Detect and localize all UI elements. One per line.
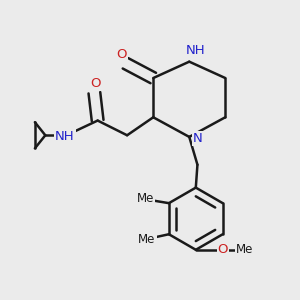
Text: NH: NH <box>55 130 75 143</box>
Text: O: O <box>90 77 100 90</box>
Text: Me: Me <box>138 233 156 246</box>
Text: Me: Me <box>136 192 154 206</box>
Text: O: O <box>218 243 228 256</box>
Text: Me: Me <box>236 243 253 256</box>
Text: NH: NH <box>186 44 206 57</box>
Text: N: N <box>193 132 202 145</box>
Text: O: O <box>116 48 127 61</box>
